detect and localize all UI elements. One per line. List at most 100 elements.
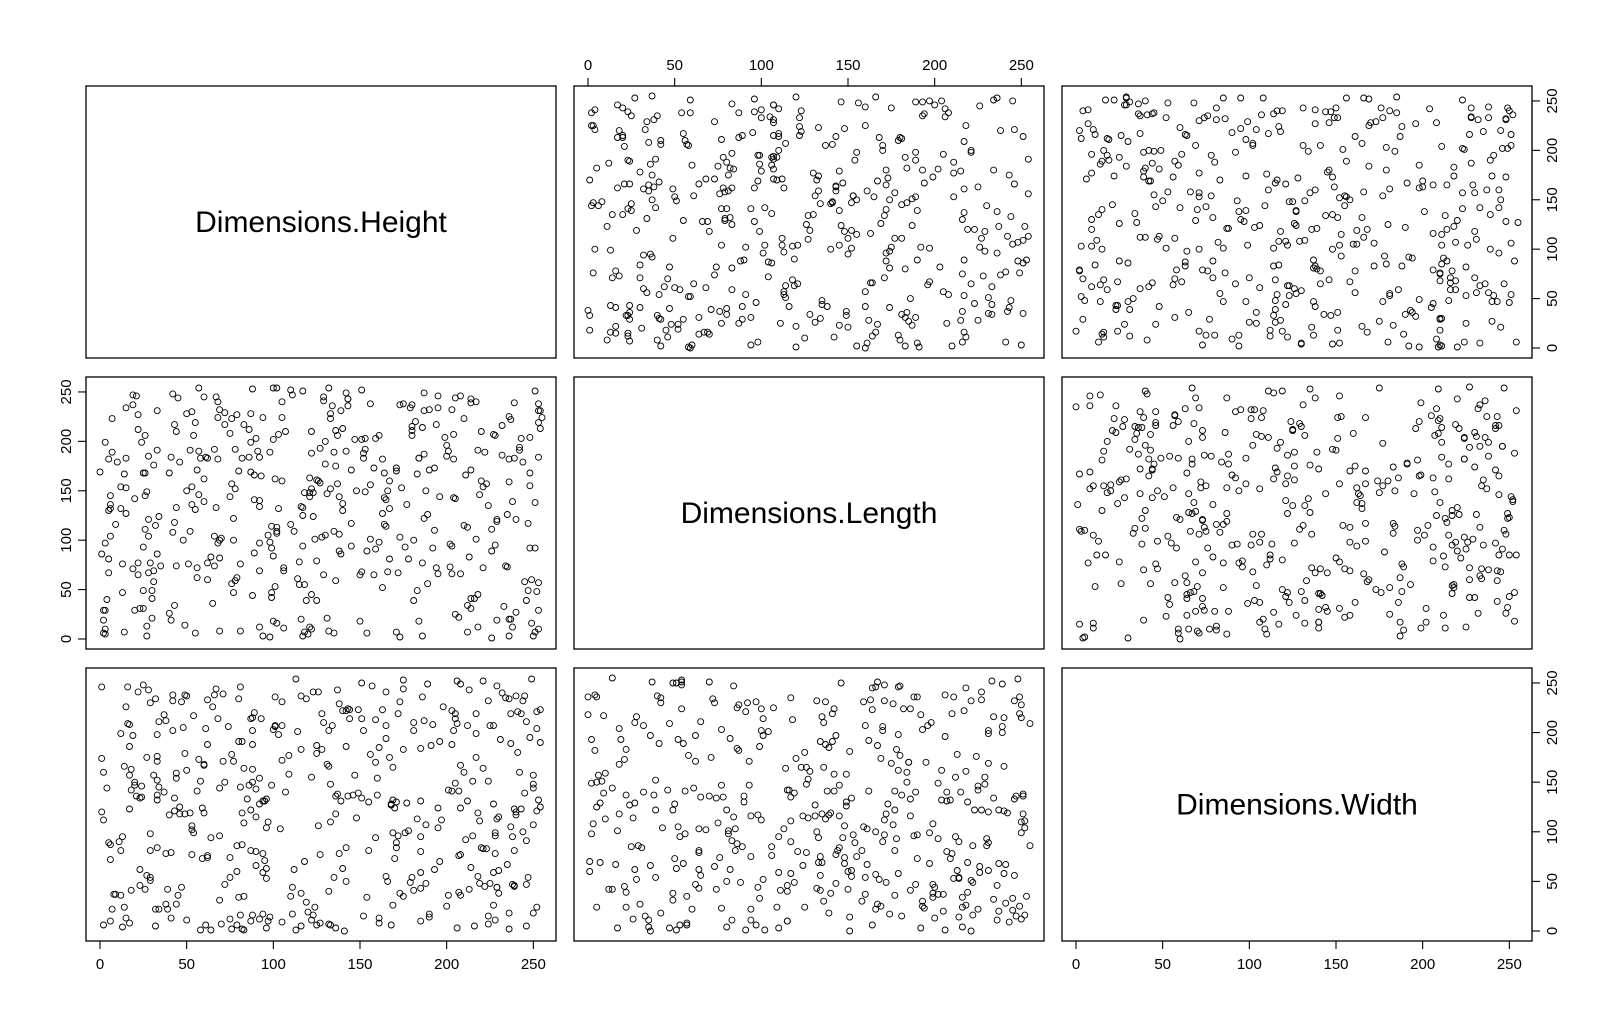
data-point xyxy=(309,688,317,696)
data-point xyxy=(361,445,369,453)
data-point xyxy=(1079,315,1087,323)
data-point xyxy=(794,241,802,249)
data-point xyxy=(969,878,977,886)
data-point xyxy=(216,832,224,840)
data-point xyxy=(106,917,114,925)
data-point xyxy=(204,852,211,860)
data-point xyxy=(1103,437,1111,445)
data-point xyxy=(997,271,1004,279)
data-point xyxy=(683,892,691,900)
data-point xyxy=(1351,462,1359,470)
data-point xyxy=(278,398,286,406)
data-point xyxy=(835,207,843,215)
data-point xyxy=(1375,317,1383,325)
data-point xyxy=(830,770,838,778)
data-point xyxy=(971,225,978,233)
data-point xyxy=(134,571,142,579)
data-point xyxy=(593,778,601,786)
panel-points-Dimensions.Height-vs-Dimensions.Length xyxy=(584,92,1032,352)
data-point xyxy=(1445,531,1453,539)
data-point xyxy=(1285,198,1293,206)
data-point xyxy=(181,810,189,818)
data-point xyxy=(1259,407,1267,415)
data-point xyxy=(783,887,791,895)
data-point xyxy=(512,515,520,523)
data-point xyxy=(971,300,978,307)
data-point xyxy=(846,913,854,921)
data-point xyxy=(1014,238,1022,246)
data-point xyxy=(240,819,248,827)
data-point xyxy=(775,869,783,876)
data-point xyxy=(100,816,107,824)
data-point xyxy=(640,185,647,193)
data-point xyxy=(841,125,848,133)
data-point xyxy=(601,769,609,777)
data-point xyxy=(288,391,296,399)
bottom-axis-col3-tick-label: 0 xyxy=(1072,956,1080,973)
data-point xyxy=(1346,538,1354,546)
data-point xyxy=(1502,116,1510,124)
data-point xyxy=(379,455,386,463)
data-point xyxy=(238,454,246,462)
data-point xyxy=(238,809,246,817)
data-point xyxy=(301,628,308,636)
data-point xyxy=(1393,109,1401,117)
data-point xyxy=(127,886,135,894)
data-point xyxy=(586,868,594,875)
data-point xyxy=(906,886,914,894)
data-point xyxy=(505,455,513,463)
data-point xyxy=(886,264,894,272)
data-point xyxy=(898,201,906,209)
data-point xyxy=(943,319,951,327)
data-point xyxy=(434,404,442,412)
data-point xyxy=(1498,545,1506,553)
data-point xyxy=(1081,526,1089,534)
data-point xyxy=(588,779,595,787)
data-point xyxy=(1091,583,1099,591)
data-point xyxy=(259,414,267,422)
data-point xyxy=(705,792,713,800)
data-point xyxy=(1453,395,1461,403)
data-point xyxy=(692,732,699,739)
data-point xyxy=(745,757,753,765)
data-point xyxy=(392,839,400,847)
data-point xyxy=(967,280,975,288)
data-point xyxy=(962,333,970,341)
data-point xyxy=(636,274,644,282)
data-point xyxy=(785,786,793,794)
data-point xyxy=(1372,586,1380,594)
data-point xyxy=(207,834,215,842)
data-point xyxy=(1443,181,1451,189)
data-point xyxy=(1266,326,1274,334)
data-point xyxy=(321,460,329,468)
data-point xyxy=(453,677,461,685)
data-point xyxy=(958,923,966,931)
data-point xyxy=(723,923,731,931)
data-point xyxy=(832,133,840,140)
data-point xyxy=(659,824,666,832)
data-point xyxy=(98,808,106,816)
data-point xyxy=(1363,225,1371,233)
data-point xyxy=(420,450,428,458)
data-point xyxy=(1325,166,1333,174)
data-point xyxy=(750,95,758,103)
data-point xyxy=(356,617,364,625)
data-point xyxy=(105,507,113,514)
data-point xyxy=(176,810,184,818)
data-point xyxy=(655,740,663,747)
data-point xyxy=(718,781,725,789)
data-point xyxy=(988,310,996,318)
data-point xyxy=(1389,463,1397,471)
data-point xyxy=(323,760,331,768)
data-point xyxy=(1353,484,1361,492)
data-point xyxy=(974,786,982,794)
data-point xyxy=(190,712,198,720)
data-point xyxy=(844,868,852,875)
data-point xyxy=(106,532,114,540)
data-point xyxy=(365,798,373,806)
data-point xyxy=(1356,492,1364,500)
data-point xyxy=(669,679,677,687)
data-point xyxy=(1164,99,1172,107)
data-point xyxy=(901,342,909,350)
data-point xyxy=(141,492,149,500)
